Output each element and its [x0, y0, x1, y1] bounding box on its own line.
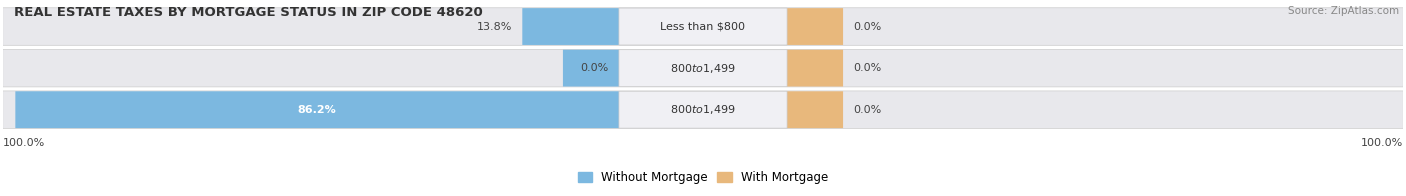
FancyBboxPatch shape: [522, 8, 619, 45]
FancyBboxPatch shape: [787, 50, 844, 86]
FancyBboxPatch shape: [619, 91, 787, 128]
FancyBboxPatch shape: [3, 91, 1403, 128]
Text: 0.0%: 0.0%: [853, 105, 882, 115]
FancyBboxPatch shape: [15, 91, 619, 128]
FancyBboxPatch shape: [619, 50, 787, 86]
Text: 100.0%: 100.0%: [1361, 138, 1403, 148]
FancyBboxPatch shape: [3, 49, 1403, 87]
Text: $800 to $1,499: $800 to $1,499: [671, 103, 735, 116]
FancyBboxPatch shape: [619, 8, 787, 45]
Text: REAL ESTATE TAXES BY MORTGAGE STATUS IN ZIP CODE 48620: REAL ESTATE TAXES BY MORTGAGE STATUS IN …: [14, 6, 482, 19]
Text: $800 to $1,499: $800 to $1,499: [671, 62, 735, 75]
Text: 0.0%: 0.0%: [853, 63, 882, 73]
FancyBboxPatch shape: [562, 50, 619, 86]
FancyBboxPatch shape: [3, 8, 1403, 45]
Text: 0.0%: 0.0%: [853, 22, 882, 32]
FancyBboxPatch shape: [787, 91, 844, 128]
Legend: Without Mortgage, With Mortgage: Without Mortgage, With Mortgage: [574, 166, 832, 189]
FancyBboxPatch shape: [787, 8, 844, 45]
Text: 100.0%: 100.0%: [3, 138, 45, 148]
Text: 86.2%: 86.2%: [298, 105, 336, 115]
Text: 0.0%: 0.0%: [581, 63, 609, 73]
Text: 13.8%: 13.8%: [477, 22, 512, 32]
Text: Source: ZipAtlas.com: Source: ZipAtlas.com: [1288, 6, 1399, 16]
Text: Less than $800: Less than $800: [661, 22, 745, 32]
